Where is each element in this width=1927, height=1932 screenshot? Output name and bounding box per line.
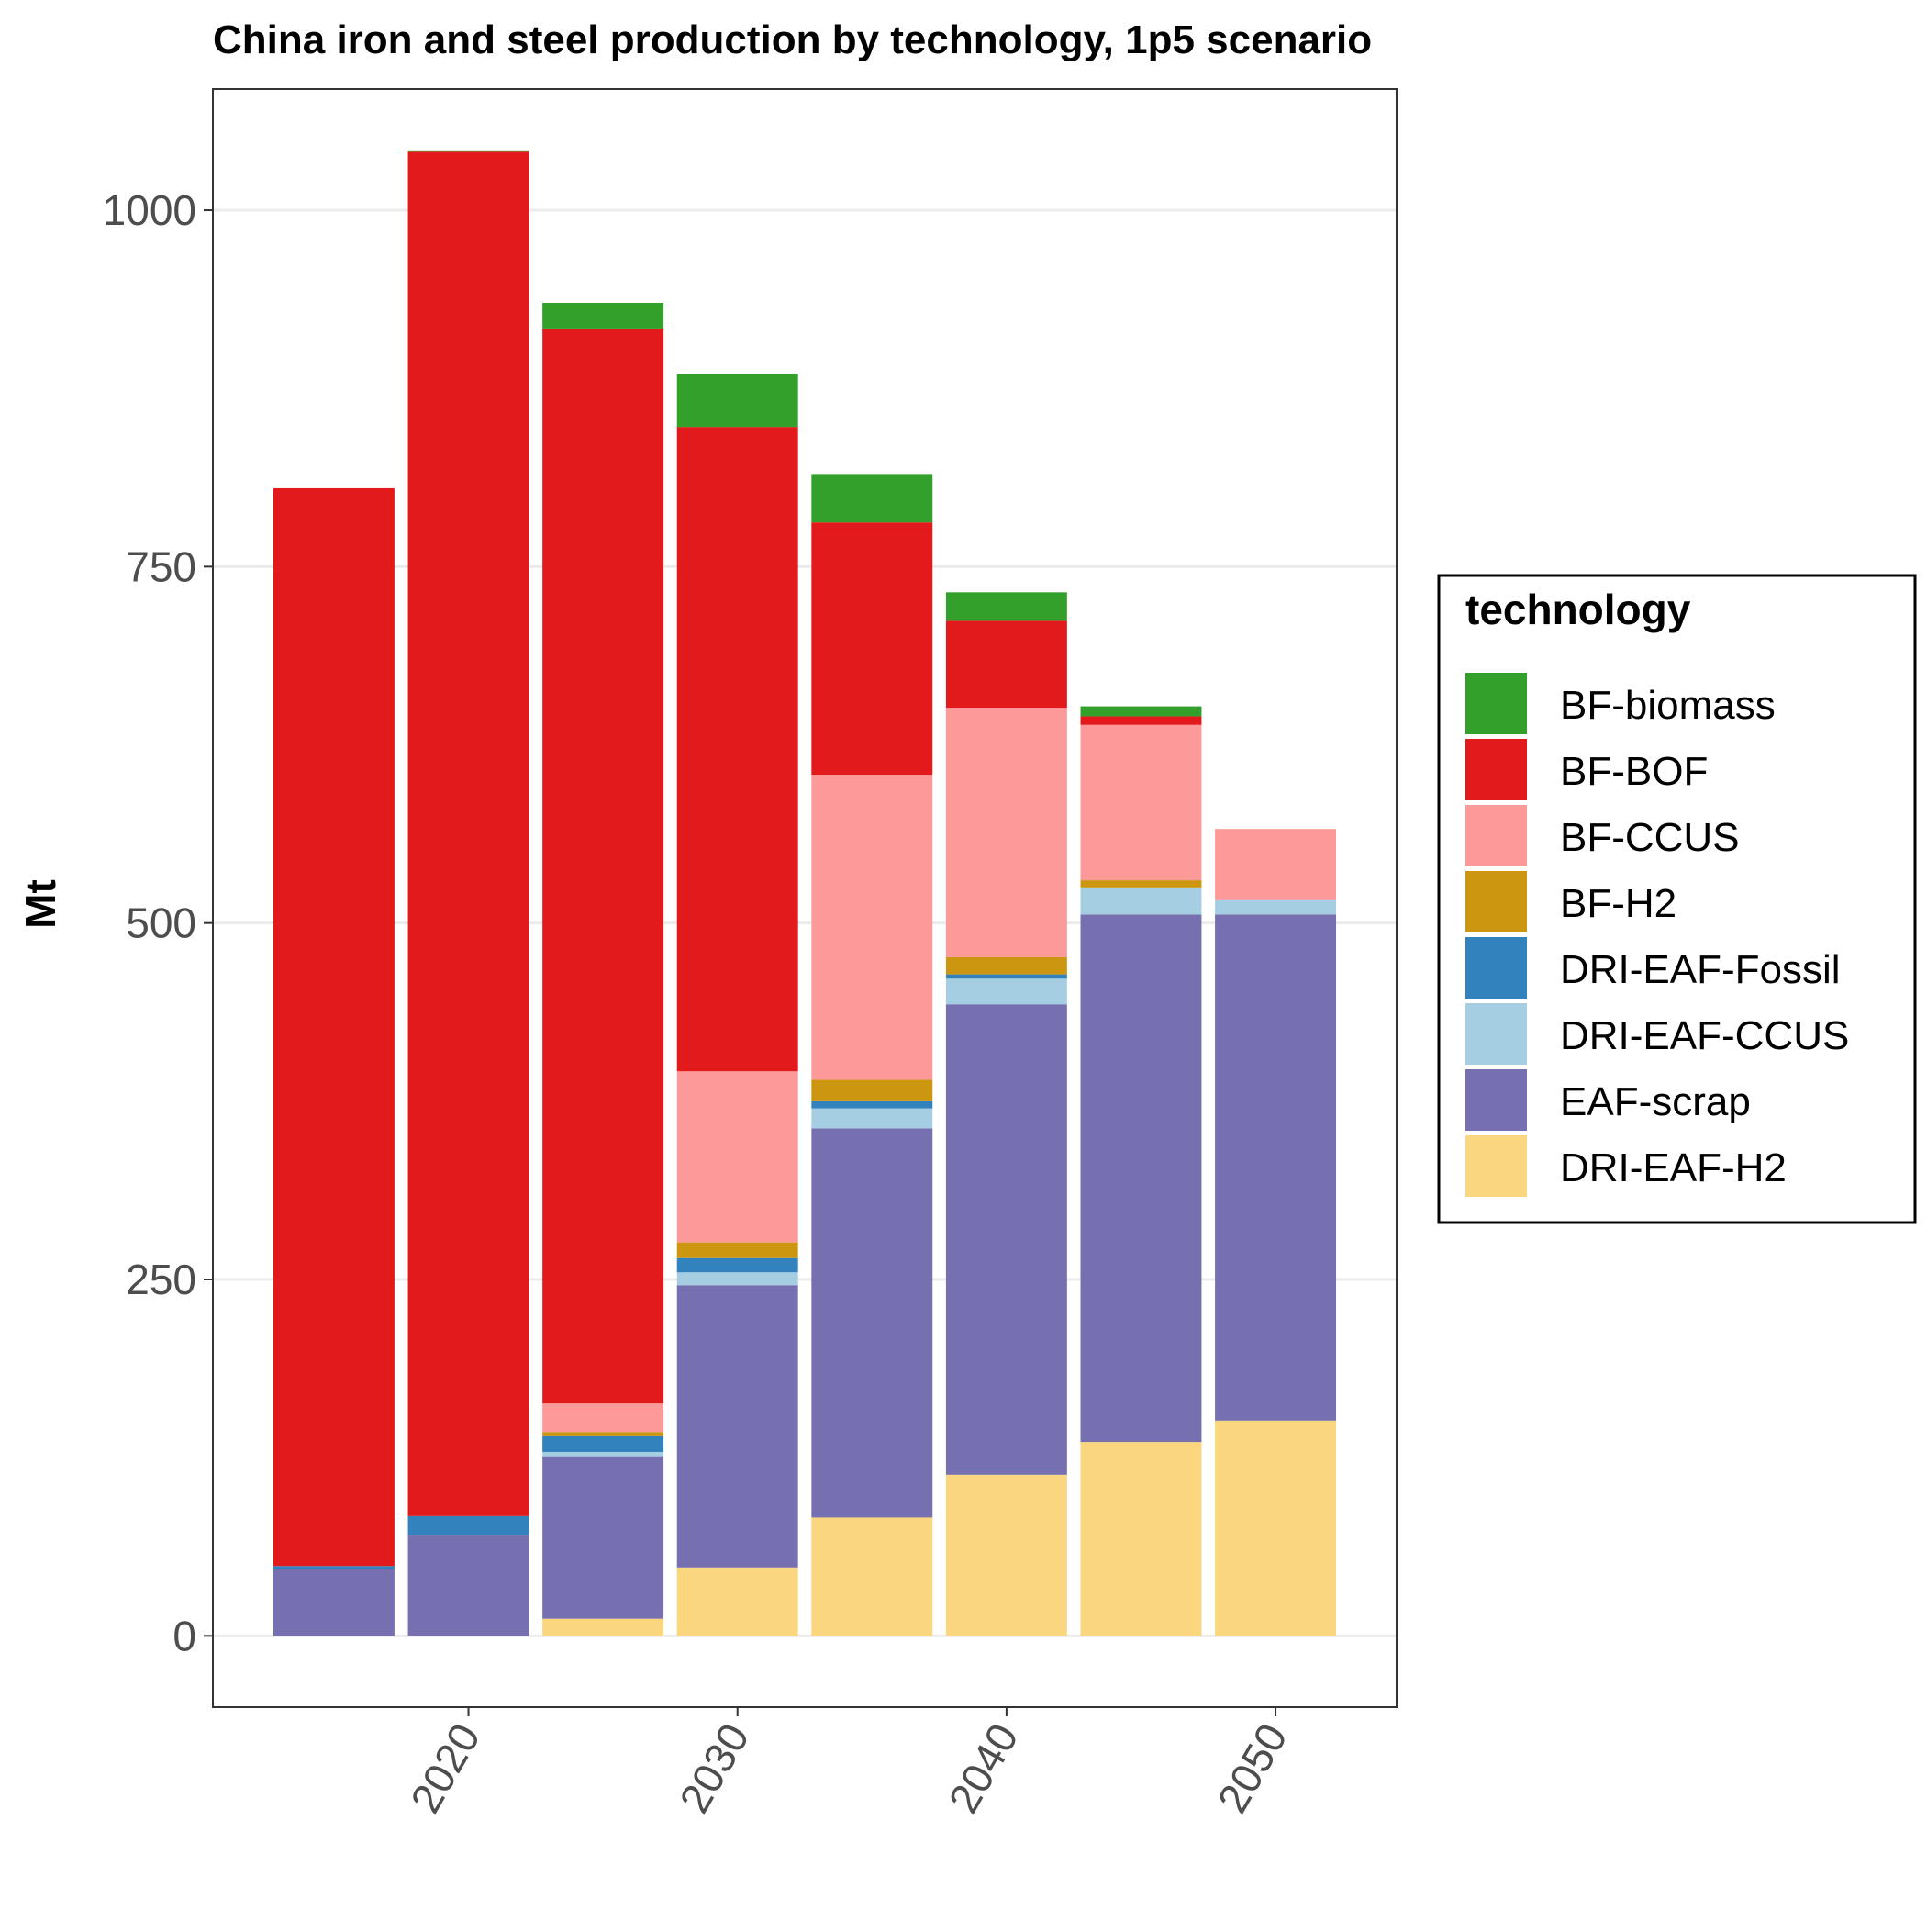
bar-dri-eaf-h2-2030 [676,1567,798,1636]
legend-swatch-dri-eaf-ccus [1465,1003,1527,1065]
bar-eaf-scrap-2025 [542,1456,664,1619]
legend-swatch-bf-bof [1465,739,1527,800]
y-tick-label-750: 750 [126,542,196,590]
bar-dri-eaf-fossil-2025 [542,1435,664,1452]
bar-dri-eaf-fossil-2035 [811,1100,933,1109]
bar-bf-bof-2030 [676,427,798,1072]
y-tick-label-500: 500 [126,899,196,947]
legend-label-bf-h2: BF-H2 [1560,881,1676,926]
bar-bf-biomass-2025 [542,302,664,329]
bar-bf-h2-2035 [811,1079,933,1101]
bar-dri-eaf-ccus-2030 [676,1272,798,1286]
legend-swatch-eaf-scrap [1465,1069,1527,1131]
legend-label-eaf-scrap: EAF-scrap [1560,1079,1751,1124]
bar-bf-h2-2030 [676,1242,798,1258]
bar-dri-eaf-fossil-2030 [676,1257,798,1273]
bar-dri-eaf-fossil-2040 [945,974,1067,979]
bar-bf-ccus-2025 [542,1403,664,1433]
bar-bf-bof-2040 [945,620,1067,709]
bar-eaf-scrap-2035 [811,1128,933,1518]
legend-label-bf-ccus: BF-CCUS [1560,815,1740,860]
bar-bf-bof-2015 [273,487,395,1567]
bar-dri-eaf-ccus-2040 [945,978,1067,1005]
bar-dri-eaf-h2-2050 [1215,1420,1337,1636]
y-axis-title: Mt [17,879,64,929]
bar-bf-biomass-2040 [945,592,1067,621]
legend-label-bf-bof: BF-BOF [1560,749,1708,794]
bar-eaf-scrap-2040 [945,1004,1067,1475]
bar-bf-bof-2020 [407,151,529,1516]
bar-bf-biomass-2035 [811,474,933,523]
legend-label-dri-eaf-h2: DRI-EAF-H2 [1560,1145,1787,1190]
bar-bf-ccus-2035 [811,775,933,1080]
bar-dri-eaf-h2-2025 [542,1618,664,1636]
legend-swatch-bf-ccus [1465,805,1527,866]
legend-label-dri-eaf-fossil: DRI-EAF-Fossil [1560,947,1841,992]
bar-bf-ccus-2050 [1215,829,1337,900]
bar-eaf-scrap-2045 [1080,914,1202,1443]
bar-dri-eaf-h2-2035 [811,1517,933,1636]
bar-bf-biomass-2020 [407,150,529,152]
legend-label-dri-eaf-ccus: DRI-EAF-CCUS [1560,1013,1849,1058]
legend-title: technology [1465,586,1691,633]
legend: technology BF-biomass BF-BOF BF-CCUS BF-H2 D… [1437,574,1917,1224]
legend-swatch-dri-eaf-h2 [1465,1135,1527,1197]
bar-dri-eaf-ccus-2050 [1215,899,1337,915]
bar-dri-eaf-h2-2045 [1080,1442,1202,1636]
bar-bf-ccus-2030 [676,1071,798,1243]
bar-dri-eaf-h2-2040 [945,1474,1067,1636]
bar-bf-bof-2025 [542,328,664,1404]
y-tick-label-250: 250 [126,1256,196,1303]
bar-bf-bof-2045 [1080,716,1202,725]
legend-swatch-bf-h2 [1465,871,1527,932]
bar-eaf-scrap-2020 [407,1535,529,1636]
bar-eaf-scrap-2050 [1215,914,1337,1421]
y-tick-label-0: 0 [173,1612,196,1659]
bar-dri-eaf-fossil-2020 [407,1515,529,1536]
legend-swatch-bf-biomass [1465,673,1527,734]
bar-bf-biomass-2030 [676,374,798,428]
bar-bf-biomass-2045 [1080,706,1202,717]
legend-items: BF-biomass BF-BOF BF-CCUS BF-H2 DRI-EAF-Foss… [1465,673,1849,1197]
bar-bf-ccus-2040 [945,708,1067,957]
chart-title: China iron and steel production by techn… [213,17,1372,62]
bars [273,150,1337,1636]
bar-bf-h2-2040 [945,956,1067,975]
legend-label-bf-biomass: BF-biomass [1560,683,1776,728]
bar-bf-bof-2035 [811,522,933,776]
bar-bf-h2-2045 [1080,880,1202,888]
bar-bf-ccus-2045 [1080,724,1202,881]
bar-dri-eaf-fossil-2015 [273,1566,395,1569]
bar-dri-eaf-ccus-2025 [542,1451,664,1457]
bar-dri-eaf-ccus-2045 [1080,887,1202,915]
bar-eaf-scrap-2030 [676,1285,798,1568]
legend-swatch-dri-eaf-fossil [1465,937,1527,999]
bar-dri-eaf-ccus-2035 [811,1108,933,1129]
bar-eaf-scrap-2015 [273,1569,395,1636]
y-tick-label-1000: 1000 [103,186,196,234]
bar-bf-h2-2025 [542,1432,664,1436]
panel-border [212,88,1398,1708]
